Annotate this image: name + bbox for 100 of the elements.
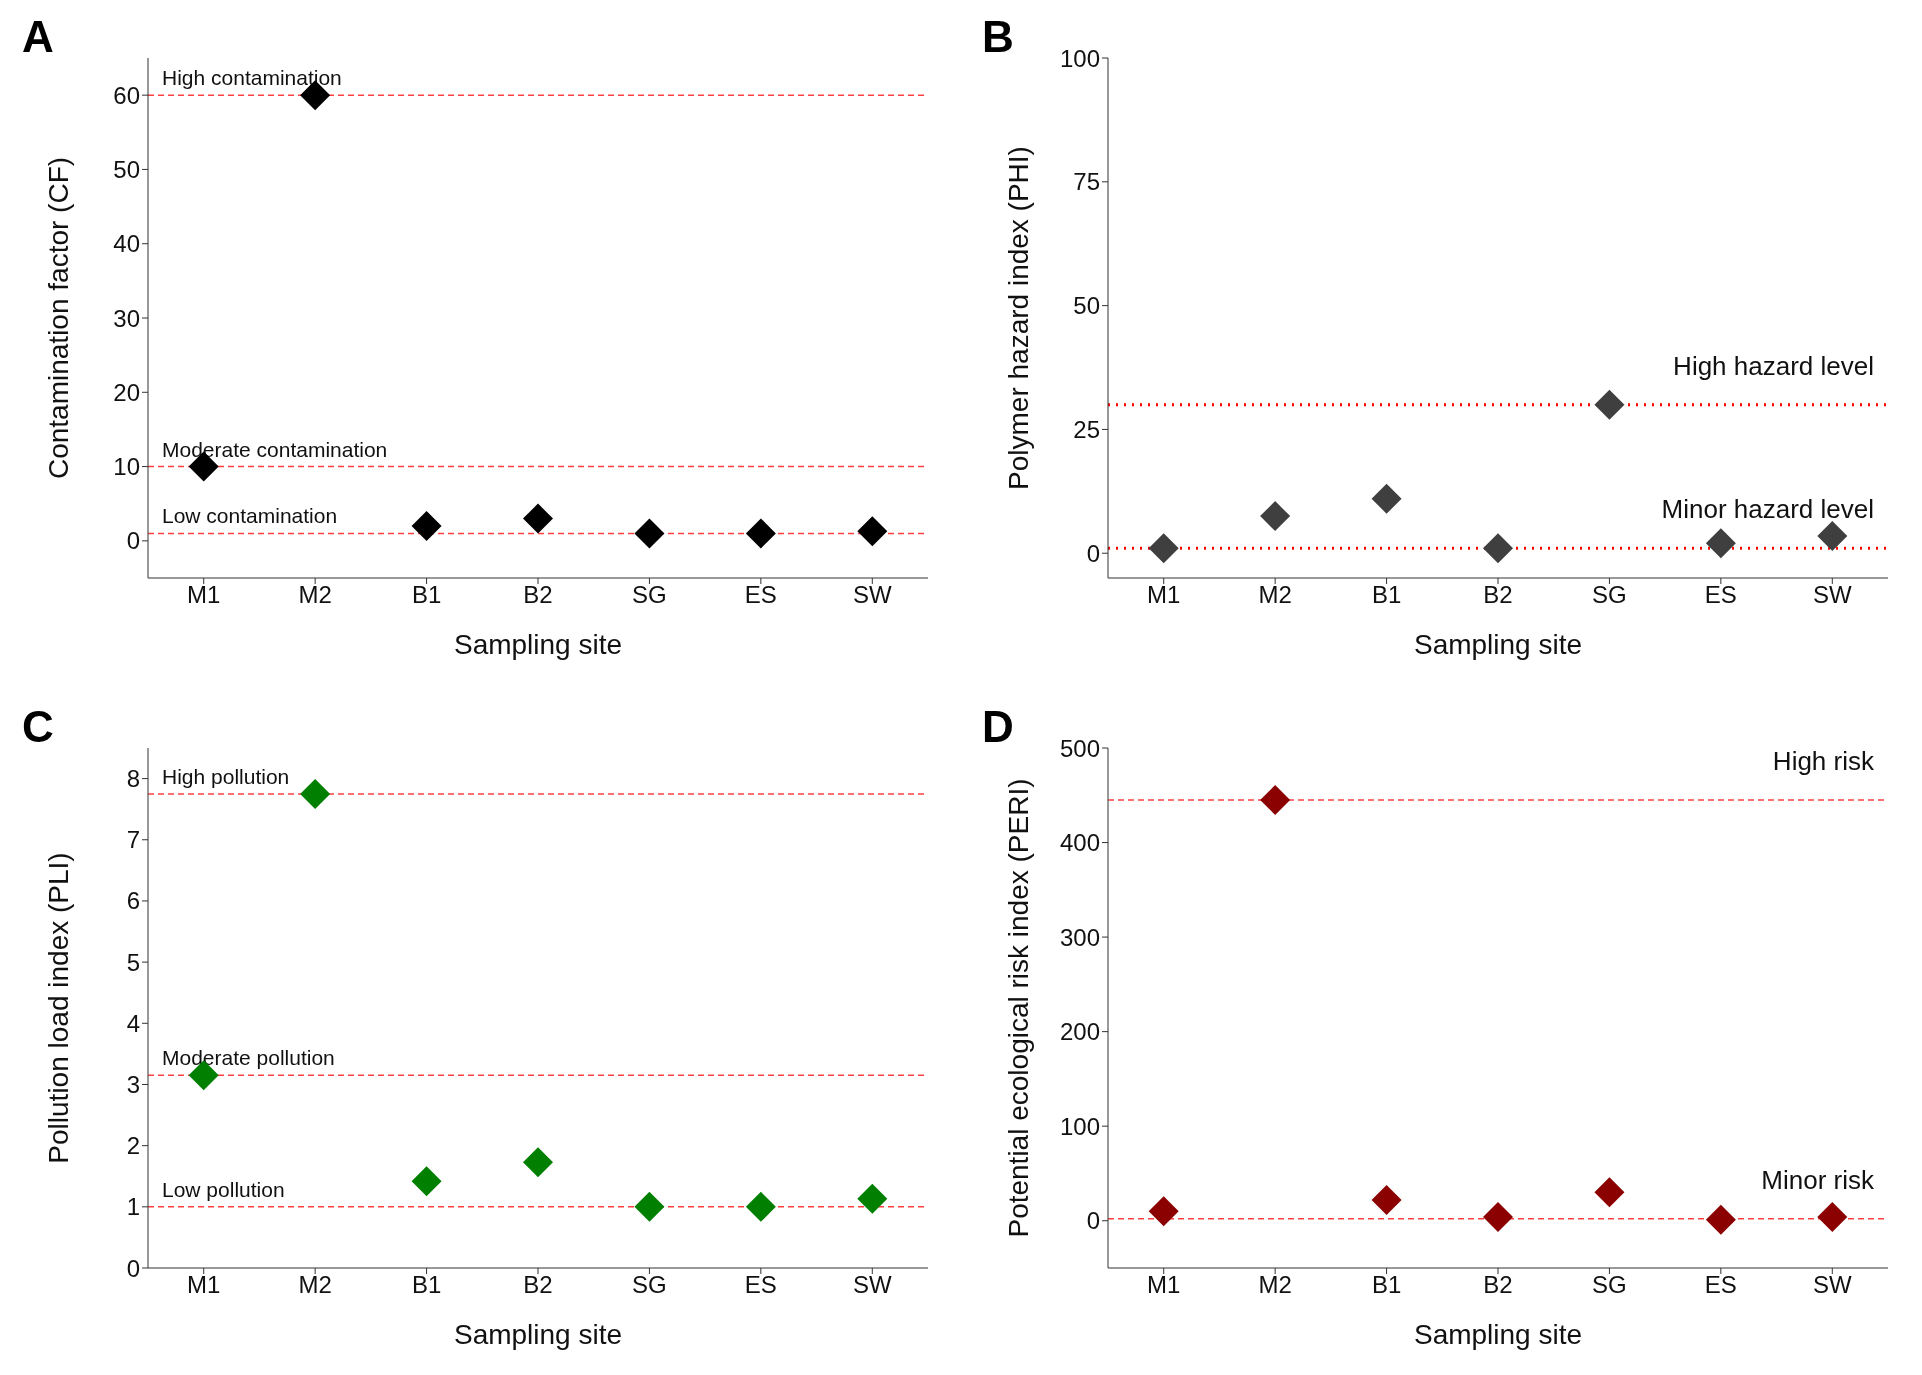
point <box>857 1183 888 1214</box>
y-tick-label: 1 <box>126 1193 140 1221</box>
ref-line-label: Minor hazard level <box>1661 494 1874 525</box>
point <box>1705 528 1736 559</box>
x-tick-label: SG <box>632 581 667 609</box>
ref-line-label: Moderate contamination <box>162 437 388 461</box>
x-tick-label: ES <box>744 581 777 609</box>
x-tick-label: ES <box>1704 1271 1737 1299</box>
point <box>411 1166 442 1197</box>
y-tick-label: 3 <box>126 1070 140 1098</box>
y-axis-title: Potential ecological risk index (PERI) <box>1002 778 1034 1238</box>
x-axis-title: Sampling site <box>453 1319 623 1350</box>
point <box>1483 1201 1513 1232</box>
point <box>1148 1196 1179 1227</box>
x-tick-label: M2 <box>298 1271 332 1299</box>
x-tick-label: ES <box>744 1271 777 1299</box>
x-axis-title: Sampling site <box>453 629 623 660</box>
y-tick-label: 0 <box>1086 539 1100 567</box>
y-tick-label: 7 <box>126 826 140 854</box>
y-axis-title: Contamination factor (CF) <box>42 156 74 480</box>
y-tick-label: 75 <box>1073 168 1100 196</box>
ref-line-label: Low pollution <box>162 1177 285 1201</box>
x-tick-label: SW <box>852 581 892 609</box>
y-tick-label: 50 <box>113 155 140 183</box>
x-tick-label: M1 <box>187 1271 221 1299</box>
x-tick-label: B1 <box>1371 581 1402 609</box>
x-tick-label: B2 <box>1483 1271 1513 1299</box>
y-tick-label: 500 <box>1059 734 1100 762</box>
y-tick-label: 8 <box>126 765 140 793</box>
y-tick-label: 5 <box>126 948 140 976</box>
point <box>1705 1204 1736 1235</box>
x-tick-label: SW <box>1812 581 1852 609</box>
point <box>745 518 776 549</box>
y-tick-label: 400 <box>1059 829 1100 857</box>
ref-line-label: High contamination <box>162 66 342 90</box>
y-tick-label: 2 <box>126 1132 140 1160</box>
point <box>1260 785 1291 815</box>
x-tick-label: B2 <box>523 1271 553 1299</box>
point <box>1594 389 1625 420</box>
ref-line-label: High pollution <box>162 764 290 788</box>
y-tick-label: 30 <box>113 304 140 332</box>
y-tick-label: 100 <box>1059 44 1100 72</box>
chart-title: D <box>982 702 1014 752</box>
point <box>1817 520 1848 551</box>
y-tick-label: 40 <box>113 230 140 258</box>
y-tick-label: 0 <box>1086 1207 1100 1235</box>
x-tick-label: M2 <box>1258 581 1292 609</box>
ref-line-label: High risk <box>1772 746 1875 776</box>
y-tick-label: 25 <box>1073 415 1100 443</box>
x-tick-label: SG <box>632 1271 667 1299</box>
ref-line-label: Minor risk <box>1761 1164 1875 1195</box>
point <box>1594 1177 1625 1208</box>
point <box>1483 533 1513 564</box>
x-tick-label: B1 <box>411 581 442 609</box>
point <box>523 503 553 534</box>
x-tick-label: M2 <box>298 581 332 609</box>
point <box>857 516 888 547</box>
x-tick-label: M2 <box>1258 1271 1292 1299</box>
point <box>411 511 442 541</box>
point <box>634 518 665 549</box>
x-axis-title: Sampling site <box>1413 629 1583 660</box>
y-tick-label: 50 <box>1073 292 1100 320</box>
ref-line-label: High hazard level <box>1673 350 1874 381</box>
point <box>1371 483 1402 514</box>
y-tick-label: 0 <box>126 1254 140 1282</box>
x-tick-label: SW <box>1812 1271 1852 1299</box>
x-axis-title: Sampling site <box>1413 1319 1583 1350</box>
chart-title: C <box>22 702 54 752</box>
x-tick-label: B2 <box>1483 581 1513 609</box>
y-tick-label: 300 <box>1059 923 1100 951</box>
x-tick-label: M1 <box>1147 1271 1181 1299</box>
point <box>745 1191 776 1222</box>
x-tick-label: SW <box>852 1271 892 1299</box>
x-tick-label: SG <box>1592 1271 1627 1299</box>
point <box>300 778 331 809</box>
point <box>1371 1184 1402 1215</box>
x-tick-label: B2 <box>523 581 553 609</box>
y-tick-label: 0 <box>126 527 140 555</box>
y-axis-title: Polymer hazard index (PHI) <box>1002 146 1034 490</box>
y-tick-label: 6 <box>126 887 140 915</box>
x-tick-label: M1 <box>1147 581 1181 609</box>
y-axis-title: Pollution load index (PLI) <box>42 852 74 1164</box>
chart-title: B <box>982 12 1014 62</box>
y-tick-label: 100 <box>1059 1112 1100 1140</box>
point <box>634 1191 665 1222</box>
ref-line-label: Moderate pollution <box>162 1046 335 1070</box>
y-tick-label: 4 <box>126 1009 140 1037</box>
y-tick-label: 200 <box>1059 1018 1100 1046</box>
ref-line-label: Low contamination <box>162 504 338 528</box>
x-tick-label: M1 <box>187 581 221 609</box>
x-tick-label: ES <box>1704 581 1737 609</box>
y-tick-label: 20 <box>113 378 140 406</box>
chart-title: A <box>22 12 54 62</box>
x-tick-label: B1 <box>1371 1271 1402 1299</box>
y-tick-label: 60 <box>113 81 140 109</box>
point <box>523 1147 553 1178</box>
x-tick-label: SG <box>1592 581 1627 609</box>
y-tick-label: 10 <box>113 453 140 481</box>
point <box>1148 533 1179 564</box>
point <box>1817 1201 1848 1232</box>
